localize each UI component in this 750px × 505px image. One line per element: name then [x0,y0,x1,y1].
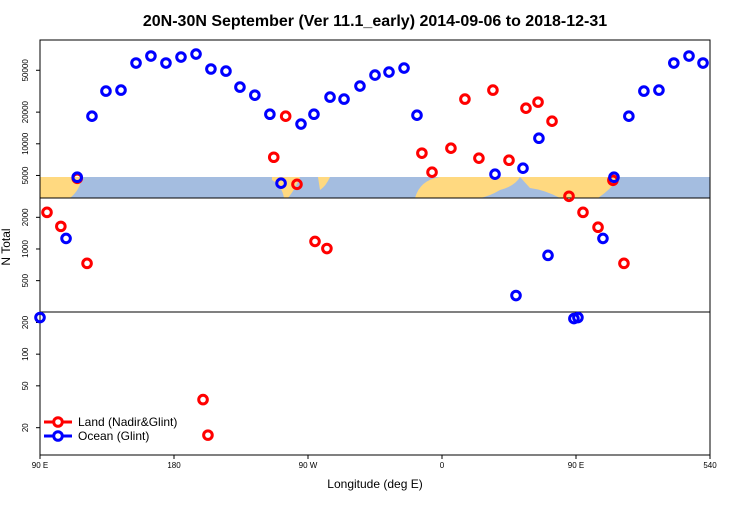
point [60,232,72,245]
point [197,393,209,406]
y-tick-label: 5000 [21,166,30,184]
point [34,311,46,324]
point [383,66,395,78]
point [267,151,280,164]
y-tick-label: 50 [21,381,30,390]
point [577,206,589,219]
point [473,152,485,164]
point [324,91,336,103]
point [160,57,172,69]
y-axis-label: N Total [0,228,13,265]
y-tick-label: 20 [21,423,30,432]
x-tick-label: 90 E [32,461,48,470]
point [445,142,457,155]
point [338,93,350,105]
legend-label: Land (Nadir&Glint) [78,415,177,429]
point [638,85,650,97]
point [533,132,545,145]
point [426,166,438,178]
point [683,50,695,62]
legend-marker [52,430,64,442]
y-tick-label: 100 [21,347,30,361]
legend-marker [52,416,64,428]
point [563,190,575,203]
point [697,57,709,69]
y-tick-label: 500 [21,273,30,287]
point [653,84,665,96]
x-tick-label: 0 [440,461,445,470]
point [234,81,246,93]
point [81,257,93,270]
point [572,311,584,324]
y-tick-label: 20000 [21,100,30,123]
point [321,242,333,255]
y-tick-label: 1000 [21,240,30,258]
y-tick-label: 10000 [21,132,30,155]
y-tick-label: 50000 [21,59,30,82]
point [100,85,112,97]
point [542,249,554,262]
point [618,257,630,270]
point [592,221,604,234]
plot-frame [39,39,711,456]
point [41,206,53,219]
point [205,63,217,75]
chart-title: 20N-30N September (Ver 11.1_early) 2014-… [143,13,607,30]
point [623,110,635,122]
point [354,80,366,92]
point [517,162,529,175]
point [459,93,471,105]
point [369,69,381,81]
x-tick-label: 180 [167,461,181,470]
point [487,84,499,96]
point [220,65,232,77]
point [308,108,320,121]
point [295,118,307,130]
legend-label: Ocean (Glint) [78,429,149,443]
x-tick-label: 90 E [568,461,584,470]
point [145,50,157,62]
point [190,48,202,60]
y-tick-label: 200 [21,315,30,329]
point [510,289,522,302]
point [489,168,501,180]
point [532,96,544,108]
point [115,84,127,96]
point [416,147,428,159]
y-tick-label: 2000 [21,208,30,226]
point [86,110,98,122]
point [597,232,609,245]
point [398,62,410,74]
point [668,57,680,69]
point [279,110,292,122]
x-tick-label: 540 [703,461,717,470]
point [411,109,423,122]
point [291,178,303,191]
point [71,171,84,184]
point [608,171,620,184]
point [130,57,142,69]
point [309,235,321,248]
point [520,102,532,114]
point [202,429,214,441]
point [175,51,187,63]
x-tick-label: 90 W [299,461,318,470]
point [546,115,558,127]
point [275,177,287,190]
point [249,89,261,101]
map-strip [40,177,710,198]
point [264,108,276,121]
point [503,154,515,167]
x-axis-label: Longitude (deg E) [327,477,422,491]
point [55,220,67,233]
